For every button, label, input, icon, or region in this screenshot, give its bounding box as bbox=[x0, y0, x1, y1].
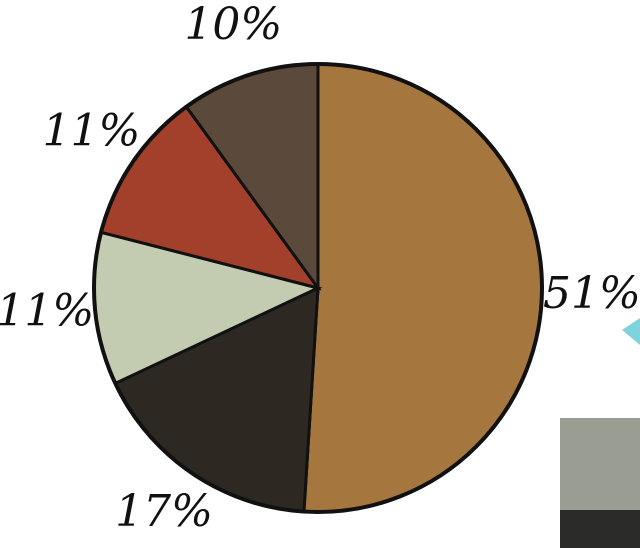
data-label: 11% bbox=[0, 285, 94, 336]
decoration bbox=[622, 318, 640, 345]
pie bbox=[92, 62, 544, 514]
data-label: 17% bbox=[115, 486, 213, 537]
photo-fragment bbox=[560, 510, 640, 548]
pie-outline bbox=[92, 62, 544, 514]
labels: 51% 17% 11% 11% 10% bbox=[0, 0, 640, 537]
data-label: 11% bbox=[42, 105, 140, 156]
pie-slice bbox=[302, 62, 544, 514]
data-label: 51% bbox=[543, 268, 640, 319]
data-label: 10% bbox=[184, 0, 282, 50]
